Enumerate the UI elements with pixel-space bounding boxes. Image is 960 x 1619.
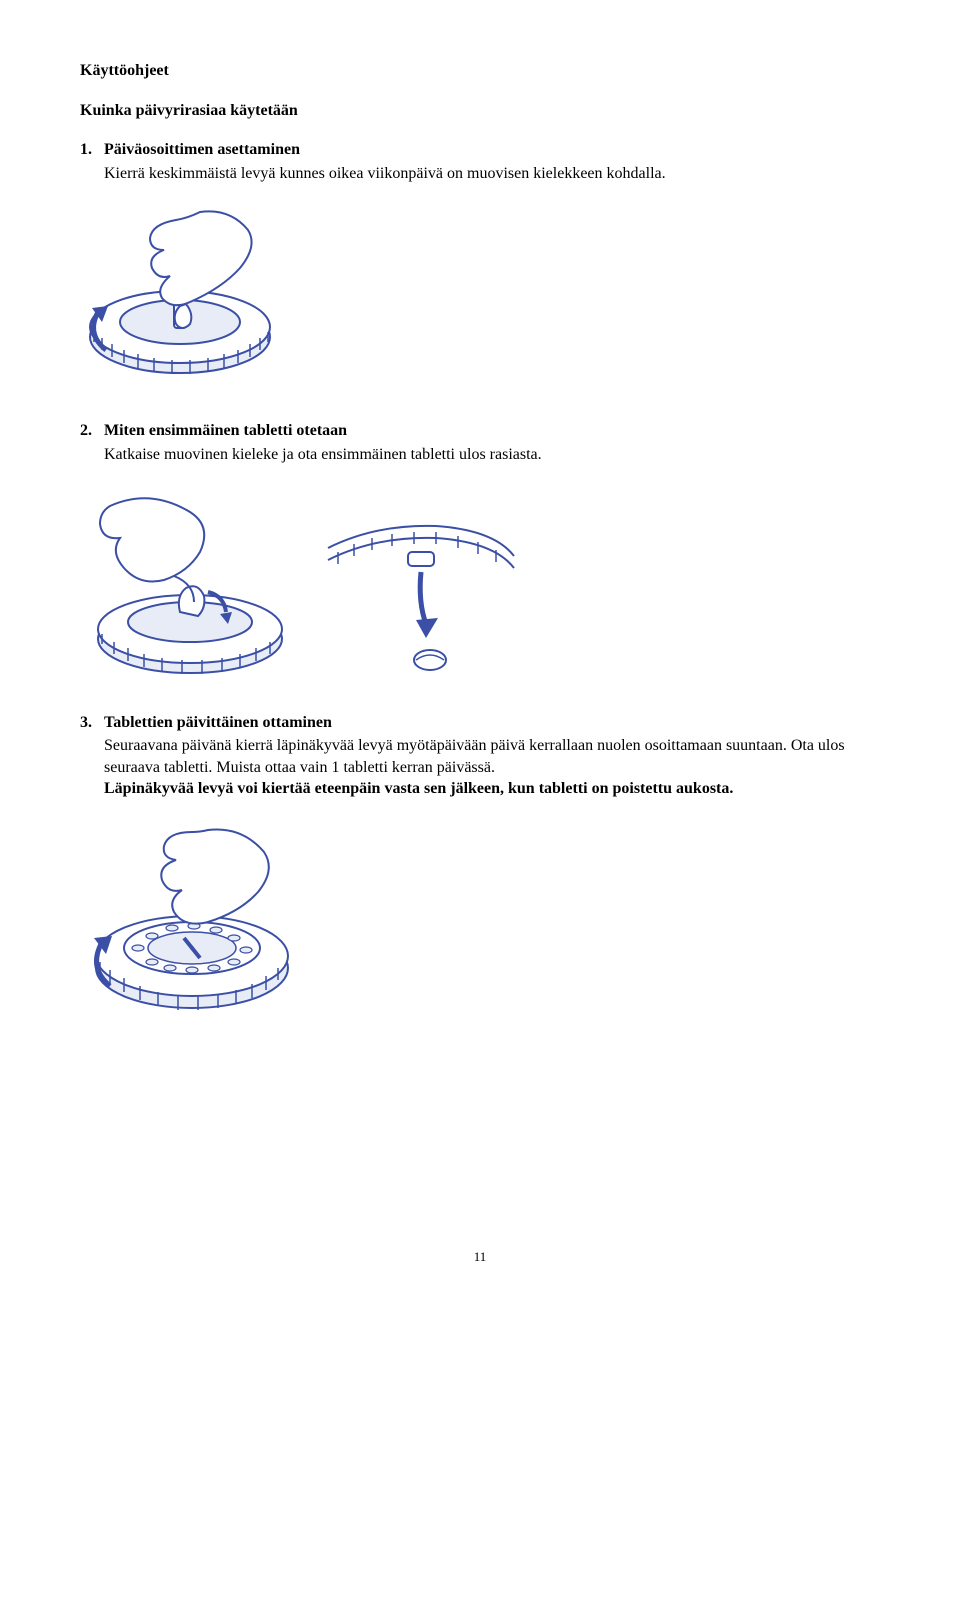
doc-subtitle: Kuinka päivyrirasiaa käytetään [80, 100, 880, 122]
step-2: 2. Miten ensimmäinen tabletti otetaan Ka… [80, 420, 880, 465]
doc-title: Käyttöohjeet [80, 60, 880, 82]
step-2-head: 2. Miten ensimmäinen tabletti otetaan [80, 420, 880, 442]
step-3-body-text: Seuraavana päivänä kierrä läpinäkyvää le… [104, 737, 845, 776]
step-1-body: Kierrä keskimmäistä levyä kunnes oikea v… [104, 163, 880, 185]
step-1-head: 1. Päiväosoittimen asettaminen [80, 139, 880, 161]
step-3-body: Seuraavana päivänä kierrä läpinäkyvää le… [104, 735, 880, 800]
step-3-title: Tablettien päivittäinen ottaminen [104, 712, 332, 734]
step-3-body-bold: Läpinäkyvää levyä voi kiertää eteenpäin … [104, 780, 733, 797]
dispenser-set-day-icon [80, 202, 290, 392]
step-3-num: 3. [80, 712, 98, 734]
step-1-title: Päiväosoittimen asettaminen [104, 139, 300, 161]
tablet-out-icon [326, 514, 516, 684]
page-number: 11 [80, 1248, 880, 1266]
step-3-head: 3. Tablettien päivittäinen ottaminen [80, 712, 880, 734]
step-1: 1. Päiväosoittimen asettaminen Kierrä ke… [80, 139, 880, 184]
step-2-num: 2. [80, 420, 98, 442]
dispenser-break-tab-icon [80, 484, 290, 684]
step-1-num: 1. [80, 139, 98, 161]
step-2-body: Katkaise muovinen kieleke ja ota ensimmä… [104, 444, 880, 466]
step-2-title: Miten ensimmäinen tabletti otetaan [104, 420, 347, 442]
step-1-image [80, 202, 880, 392]
step-3-image [80, 818, 880, 1048]
step-3: 3. Tablettien päivittäinen ottaminen Seu… [80, 712, 880, 800]
dispenser-turn-daily-icon [80, 818, 300, 1048]
step-2-images [80, 484, 880, 684]
